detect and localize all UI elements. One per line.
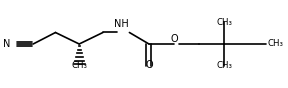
Text: O: O bbox=[170, 34, 178, 44]
Text: CH₃: CH₃ bbox=[216, 61, 232, 70]
Text: CH₃: CH₃ bbox=[268, 40, 284, 48]
Text: CH₃: CH₃ bbox=[71, 61, 87, 70]
Text: CH₃: CH₃ bbox=[216, 18, 232, 27]
Text: NH: NH bbox=[114, 19, 128, 29]
Text: O: O bbox=[145, 60, 153, 70]
Text: N: N bbox=[3, 39, 10, 49]
